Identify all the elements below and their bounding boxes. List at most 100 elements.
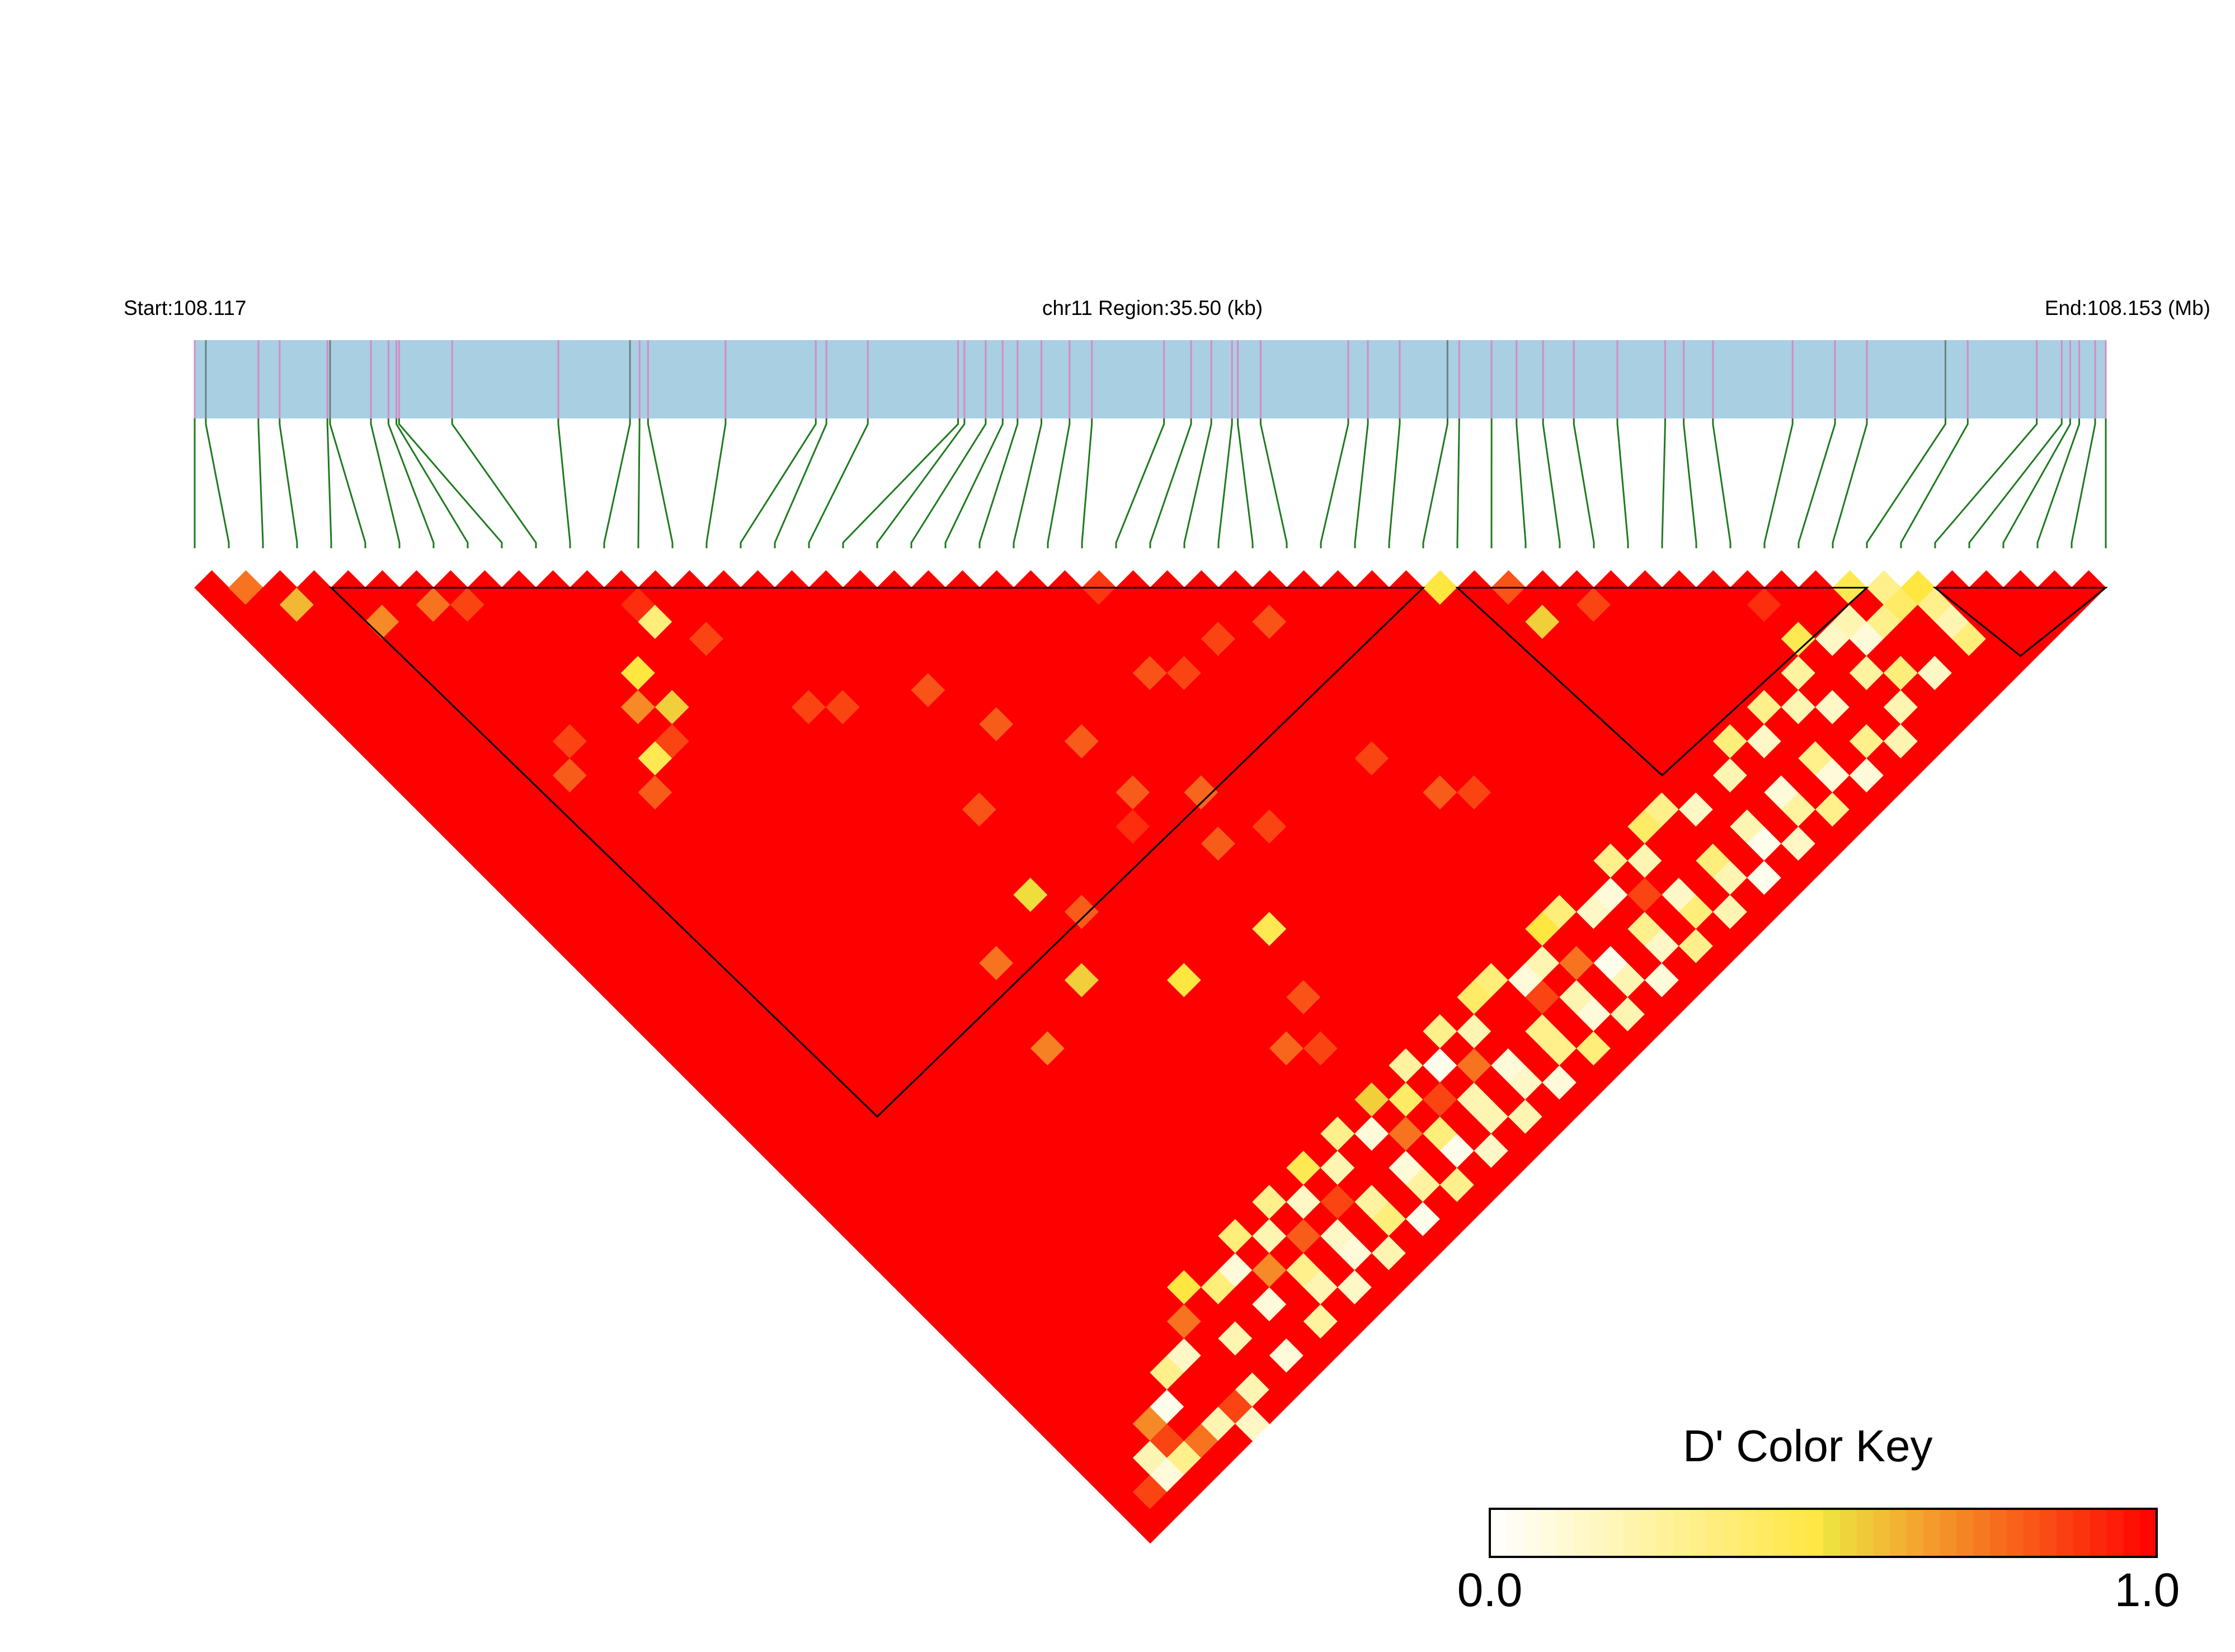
color-key-step: [2123, 1509, 2141, 1557]
snp-connector: [1237, 418, 1254, 548]
color-key-step: [1923, 1509, 1941, 1557]
color-key-step: [2140, 1509, 2157, 1557]
snp-connector: [876, 418, 966, 548]
snp-connector: [398, 418, 503, 548]
color-key-step: [1806, 1509, 1824, 1557]
color-key-step: [1573, 1509, 1591, 1557]
snp-connector: [1456, 418, 1460, 548]
snp-connector: [370, 418, 401, 548]
region-start-label: Start:108.117: [124, 296, 246, 319]
snp-connector: [1217, 418, 1233, 548]
color-key-step: [1873, 1509, 1891, 1557]
color-key-step: [1490, 1509, 1507, 1557]
color-key-step: [2073, 1509, 2091, 1557]
snp-connector: [1320, 418, 1349, 548]
color-key-step: [1839, 1509, 1857, 1557]
snp-connector: [326, 418, 332, 548]
color-key-step: [1640, 1509, 1657, 1557]
snp-connector: [1183, 418, 1212, 548]
haplotype-blocks: [329, 587, 2109, 1118]
color-key-step: [1690, 1509, 1707, 1557]
color-key-step: [1623, 1509, 1641, 1557]
color-key-step: [2006, 1509, 2024, 1557]
snp-connector: [205, 418, 230, 548]
gene-track-bar: [195, 340, 2106, 418]
snp-connector: [1081, 418, 1093, 548]
snp-connector: [1832, 418, 1868, 548]
snp-connector: [1934, 418, 2038, 548]
color-key-step: [2090, 1509, 2107, 1557]
color-key-step: [1523, 1509, 1541, 1557]
snp-connector: [603, 418, 631, 548]
snp-connector: [2071, 418, 2096, 548]
snp-connector: [1149, 418, 1192, 548]
snp-connector: [1661, 418, 1666, 548]
color-key-step: [1956, 1509, 1974, 1557]
snp-connector: [329, 418, 366, 548]
snp-connector: [1115, 418, 1165, 548]
snp-connector: [944, 418, 1004, 548]
snp-connector: [396, 418, 469, 548]
snp-connector: [1013, 418, 1042, 548]
snp-connector: [637, 418, 641, 548]
color-key-step: [2106, 1509, 2124, 1557]
color-key-step: [1506, 1509, 1524, 1557]
snp-connector: [1616, 418, 1629, 548]
color-key-step: [1973, 1509, 1991, 1557]
color-key: D' Color Key 0.0 1.0: [1457, 1421, 2180, 1616]
color-key-max-label: 1.0: [2115, 1564, 2180, 1616]
snp-connector: [279, 418, 298, 548]
snp-connector: [1712, 418, 1731, 548]
snp-connector: [1683, 418, 1697, 548]
color-key-step: [1756, 1509, 1774, 1557]
color-key-step: [1723, 1509, 1740, 1557]
snp-connector: [842, 418, 959, 548]
snp-connector: [1573, 418, 1595, 548]
snp-connector: [257, 418, 264, 548]
color-key-step: [1740, 1509, 1757, 1557]
snp-connector: [1047, 418, 1071, 548]
color-key-step: [1657, 1509, 1674, 1557]
snp-connector: [557, 418, 571, 548]
snp-connector: [1422, 418, 1448, 548]
haplotype-block-outline: [1455, 587, 1869, 777]
snp-connector: [1763, 418, 1794, 548]
snp-connector: [1866, 418, 1946, 548]
color-key-step: [1856, 1509, 1874, 1557]
snp-connector: [451, 418, 537, 548]
snp-connector: [1798, 418, 1836, 548]
snp-connector: [2036, 418, 2081, 548]
snp-connector: [1388, 418, 1401, 548]
snp-connector: [1968, 418, 2063, 548]
color-key-step: [1940, 1509, 1958, 1557]
snp-connector: [1259, 418, 1288, 548]
haplotype-block-outline: [1932, 587, 2109, 657]
color-key-step: [1907, 1509, 1924, 1557]
color-key-step: [1890, 1509, 1907, 1557]
snp-connector: [1542, 418, 1561, 548]
color-key-frame: [1489, 1508, 2158, 1558]
color-key-min-label: 0.0: [1457, 1564, 1523, 1616]
gene-track: [194, 340, 2107, 418]
haplotype-block-outline: [329, 587, 1425, 1118]
snp-connector: [740, 418, 817, 548]
color-key-step: [1556, 1509, 1574, 1557]
snp-connector: [910, 418, 987, 548]
color-key-step: [1706, 1509, 1724, 1557]
snp-connector: [387, 418, 435, 548]
color-key-step: [1790, 1509, 1808, 1557]
snp-connector-lines: [194, 418, 2107, 548]
color-key-step: [1990, 1509, 2007, 1557]
ld-matrix: [194, 570, 2106, 1544]
snp-connector: [1900, 418, 1969, 548]
snp-connector: [1354, 418, 1369, 548]
region-title: chr11 Region:35.50 (kb): [1042, 296, 1263, 319]
color-key-step: [1589, 1509, 1607, 1557]
color-key-step: [2057, 1509, 2074, 1557]
color-key-step: [2040, 1509, 2058, 1557]
snp-connector: [808, 418, 869, 548]
color-key-step: [1673, 1509, 1691, 1557]
snp-connector: [647, 418, 674, 548]
color-key-step: [1773, 1509, 1791, 1557]
